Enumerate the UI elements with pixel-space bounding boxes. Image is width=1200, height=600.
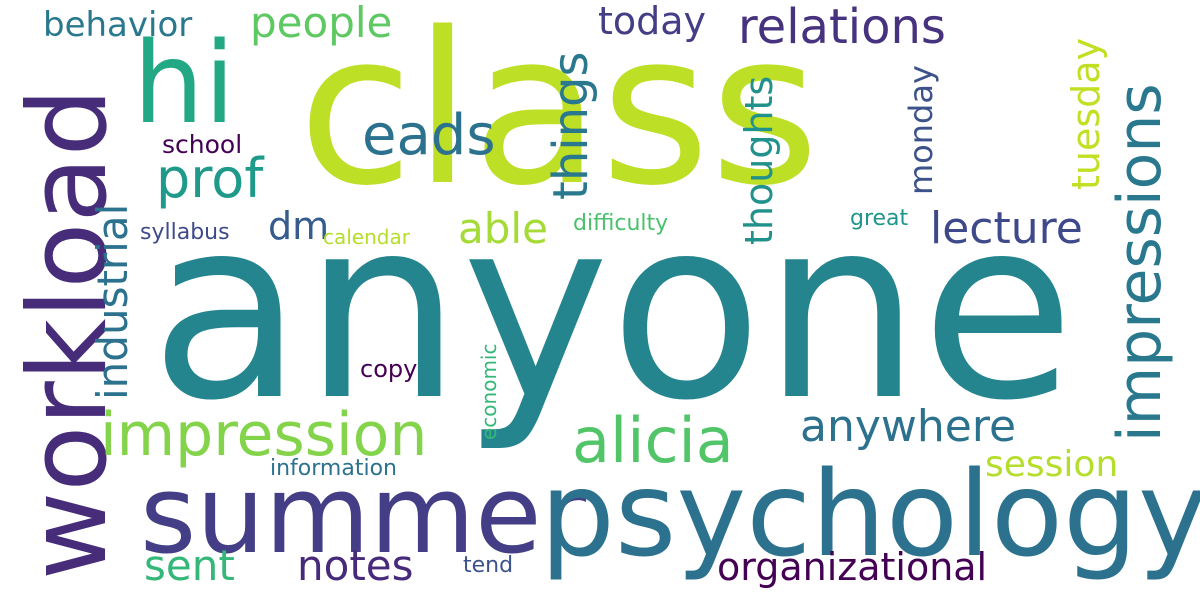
word-psychology: psychology bbox=[540, 445, 1200, 583]
word-impression: impression bbox=[100, 400, 428, 470]
word-anywhere: anywhere bbox=[800, 401, 1017, 452]
word-great: great bbox=[850, 206, 909, 231]
word-organizational: organizational bbox=[717, 545, 988, 589]
word-session: session bbox=[985, 444, 1119, 485]
word-difficulty: difficulty bbox=[573, 211, 669, 236]
word-lecture: lecture bbox=[930, 203, 1083, 254]
word-sent: sent bbox=[144, 541, 235, 590]
word-tend: tend bbox=[463, 553, 514, 578]
word-tuesday: tuesday bbox=[1064, 37, 1108, 190]
word-syllabus: syllabus bbox=[140, 220, 230, 245]
word-industrial: industrial bbox=[88, 203, 137, 400]
word-school: school bbox=[162, 130, 243, 159]
word-prof: prof bbox=[156, 147, 264, 210]
word-people: people bbox=[250, 0, 393, 47]
word-class: class bbox=[298, 0, 820, 232]
word-impressions: impressions bbox=[1105, 83, 1175, 442]
word-calendar: calendar bbox=[323, 225, 410, 249]
word-information: information bbox=[270, 456, 397, 481]
word-notes: notes bbox=[297, 541, 414, 590]
word-today: today bbox=[598, 0, 707, 43]
word-anyone: anyone bbox=[150, 164, 1075, 455]
word-alicia: alicia bbox=[572, 404, 734, 477]
word-summer: summer bbox=[140, 453, 586, 578]
word-things: things bbox=[543, 51, 599, 200]
word-thoughts: thoughts bbox=[737, 75, 781, 245]
word-monday: monday bbox=[902, 65, 940, 195]
word-eads: eads bbox=[362, 103, 496, 168]
word-hi: hi bbox=[133, 19, 236, 149]
word-copy: copy bbox=[360, 355, 418, 383]
word-economic: economic bbox=[477, 343, 501, 440]
word-dm: dm bbox=[268, 204, 330, 248]
word-able: able bbox=[458, 204, 548, 253]
word-behavior: behavior bbox=[43, 5, 193, 45]
word-relations: relations bbox=[738, 0, 946, 55]
